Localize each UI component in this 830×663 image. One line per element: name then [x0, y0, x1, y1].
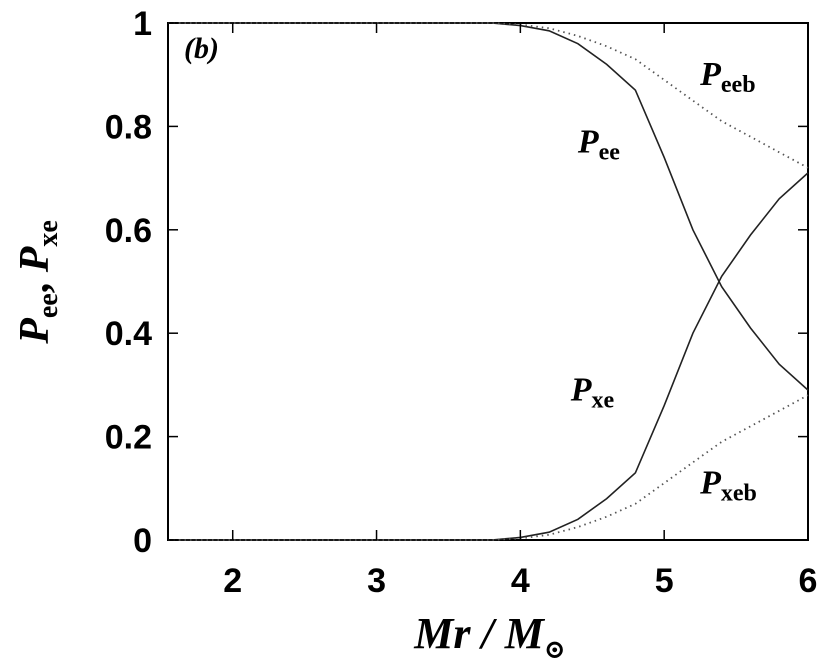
y-tick-label-1: 1: [133, 5, 152, 43]
x-tick-label-4: 4: [511, 562, 530, 600]
y-tick-label-0.4: 0.4: [105, 315, 152, 353]
y-axis-label-sep: ,: [12, 272, 58, 293]
annotation-Pxeb-main: P: [699, 464, 721, 501]
annotation-Pxe-main: P: [570, 371, 592, 408]
series-line-Peeb: [168, 22, 809, 169]
y-axis-label-p2: P: [12, 246, 58, 273]
y-axis-label-s2: xe: [33, 220, 64, 246]
annotation-Pee: Pee: [577, 123, 620, 165]
ticks-layer: 2 3 4 5 6 0 0.2 0.4 0.6 0.8 1: [105, 5, 818, 600]
annotation-Pxe: Pxe: [570, 371, 615, 413]
y-axis-label: Pee, Pxe: [12, 220, 64, 345]
annotation-Pxeb-sub: xeb: [721, 480, 757, 506]
annotation-Pxe-sub: xe: [591, 387, 614, 413]
y-tick-label-0.8: 0.8: [105, 108, 152, 146]
annotation-Peeb-main: P: [699, 56, 721, 93]
y-axis-label-s1: ee: [33, 293, 64, 318]
y-axis-label-p1: P: [12, 318, 58, 345]
series-layer: [168, 22, 809, 541]
x-axis-label-sun-symbol: ⊙: [544, 635, 566, 663]
panel-label: (b): [184, 32, 219, 65]
x-tick-label-2: 2: [223, 562, 242, 600]
plot-frame: [167, 22, 809, 541]
annotation-Peeb: Peeb: [699, 56, 755, 98]
y-tick-label-0.6: 0.6: [105, 212, 152, 250]
annotation-Pee-sub: ee: [599, 139, 621, 165]
x-tick-label-6: 6: [799, 562, 818, 600]
x-tick-label-3: 3: [367, 562, 386, 600]
annotation-Pee-main: P: [577, 123, 599, 160]
y-tick-label-0: 0: [133, 522, 152, 560]
x-axis-label-main: Mr / M: [413, 609, 545, 658]
x-axis-label: Mr / M⊙: [413, 609, 565, 663]
annotation-Pxeb: Pxeb: [699, 464, 757, 506]
x-tick-label-5: 5: [655, 562, 674, 600]
y-tick-label-0.2: 0.2: [105, 419, 152, 457]
annotation-Peeb-sub: eeb: [721, 72, 756, 98]
